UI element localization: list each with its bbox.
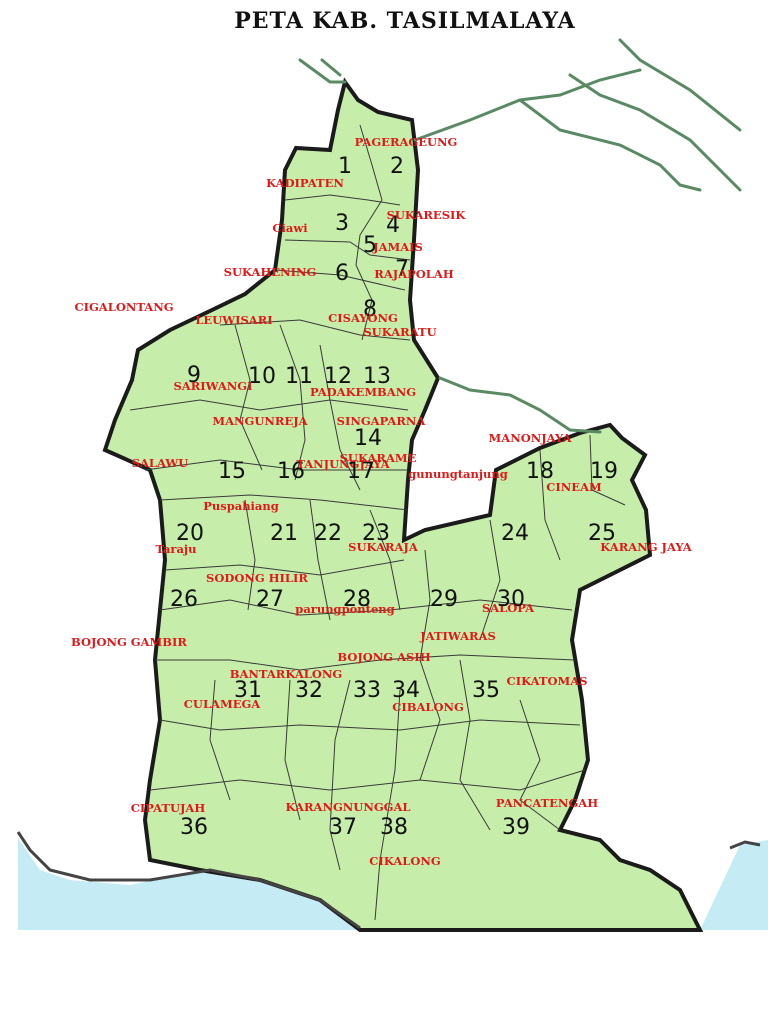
district-number-24: 24	[501, 521, 529, 546]
district-name-22: Taraju	[156, 542, 197, 556]
district-number-21: 21	[270, 521, 298, 546]
district-name-39: CIGALONTANG	[74, 300, 173, 314]
district-name-29: JATIWARAS	[419, 629, 496, 643]
district-number-8: 8	[363, 297, 377, 322]
district-name-9: SARIWANGI	[174, 379, 253, 393]
district-name-18: MANONJAYA	[489, 431, 573, 445]
district-number-37: 37	[329, 815, 357, 840]
map-title: PETA KAB. TASILMALAYA	[234, 8, 576, 34]
district-name-19: gunungtanjung	[408, 467, 508, 481]
district-name-28: BOJONG GAMBIR	[71, 635, 187, 649]
district-number-25: 25	[588, 521, 616, 546]
district-name-34: CIBALONG	[392, 700, 464, 714]
district-name-17: SUKARAME	[340, 451, 417, 465]
district-number-7: 7	[395, 257, 409, 282]
district-name-24: KARANG JAYA	[600, 540, 693, 554]
district-name-13: MANGUNREJA	[212, 414, 308, 428]
district-number-32: 32	[295, 678, 323, 703]
district-number-2: 2	[390, 154, 404, 179]
district-name-27: SALOPA	[482, 601, 535, 615]
sea-area-right	[700, 840, 768, 930]
district-number-16: 16	[277, 459, 305, 484]
district-name-10: LEUWISARI	[195, 313, 272, 327]
district-number-29: 29	[430, 587, 458, 612]
district-number-28: 28	[343, 587, 371, 612]
coastline	[16, 831, 361, 930]
district-number-38: 38	[380, 815, 408, 840]
district-number-5: 5	[363, 233, 377, 258]
district-name-16: TANJUNGJAYA	[296, 457, 390, 471]
district-name-37: PANCATENGAH	[496, 796, 598, 810]
district-number-17: 17	[347, 459, 375, 484]
district-name-2: PAGERAGEUNG	[355, 135, 458, 149]
district-number-4: 4	[386, 213, 400, 238]
district-name-31: BANTARKALONG	[230, 667, 342, 681]
district-name-25: SODONG HILIR	[206, 571, 308, 585]
district-number-14: 14	[354, 426, 382, 451]
district-number-9: 9	[187, 363, 201, 388]
district-number-27: 27	[256, 587, 284, 612]
district-name-7: RAJAPOLAH	[374, 267, 454, 281]
district-name-21: Puspahiang	[203, 499, 279, 513]
district-name-4: SUKARESIK	[387, 208, 467, 222]
district-number-10: 10	[248, 364, 276, 389]
district-number-18: 18	[526, 459, 554, 484]
district-number-1: 1	[338, 154, 352, 179]
district-name-1: KADIPATEN	[266, 176, 344, 190]
district-name-33: CULAMEGA	[184, 697, 262, 711]
district-name-32: CIKATOMAS	[507, 674, 588, 688]
district-number-26: 26	[170, 587, 198, 612]
district-number-39: 39	[502, 815, 530, 840]
district-number-31: 31	[234, 678, 262, 703]
district-number-34: 34	[392, 678, 420, 703]
district-number-23: 23	[362, 521, 390, 546]
district-number-3: 3	[335, 211, 349, 236]
district-name-23: SUKARAJA	[348, 540, 419, 554]
district-number-13: 13	[363, 364, 391, 389]
district-name-14: SINGAPARNA	[337, 414, 427, 428]
roads	[298, 38, 742, 434]
district-number-11: 11	[285, 364, 313, 389]
district-number-35: 35	[472, 678, 500, 703]
district-number-20: 20	[176, 521, 204, 546]
district-number-6: 6	[335, 261, 349, 286]
district-number-15: 15	[218, 459, 246, 484]
district-name-5: JAMAIS	[372, 240, 423, 254]
district-name-6: SUKAHENING	[224, 265, 317, 279]
district-name-12: PADAKEMBANG	[310, 385, 416, 399]
district-number-22: 22	[314, 521, 342, 546]
coastline-right	[729, 840, 761, 850]
district-name-30: BOJONG ASIH	[337, 650, 430, 664]
district-name-26: parungponteng	[295, 602, 394, 616]
district-number-19: 19	[590, 459, 618, 484]
district-number-12: 12	[324, 364, 352, 389]
sea-area	[18, 838, 360, 930]
district-number-30: 30	[497, 587, 525, 612]
district-name-36: KARANGNUNGGAL	[286, 800, 411, 814]
district-name-15: SALAWU	[132, 456, 189, 470]
district-name-8: CISAYONG	[328, 311, 398, 325]
district-number-36: 36	[180, 815, 208, 840]
district-name-20: CINEAM	[546, 480, 602, 494]
district-number-33: 33	[353, 678, 381, 703]
district-name-38: CIKALONG	[369, 854, 440, 868]
district-name-35: CIPATUJAH	[131, 801, 206, 815]
district-name-11: SUKARATU	[363, 325, 436, 339]
district-borders	[129, 124, 626, 921]
regency-boundary	[102, 77, 704, 932]
district-name-3: Ciawi	[272, 221, 308, 235]
